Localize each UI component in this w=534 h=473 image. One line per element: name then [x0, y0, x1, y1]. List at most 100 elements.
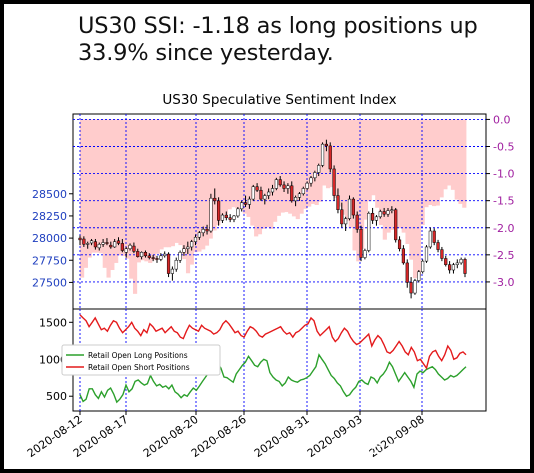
candle [328, 142, 332, 173]
candle-body [89, 240, 94, 244]
candle-body [359, 228, 363, 258]
candles-group [78, 139, 467, 299]
candle [159, 253, 163, 262]
candle-body [259, 189, 263, 200]
candle-body [344, 218, 348, 225]
candle [255, 183, 259, 192]
legend-box [61, 344, 221, 376]
ssi-bar [223, 119, 228, 215]
candle-body [120, 243, 124, 251]
candle [228, 214, 232, 223]
candle-body [440, 249, 444, 259]
candle-body [101, 242, 105, 245]
ssi-bar [238, 119, 244, 209]
candle [143, 250, 148, 258]
candle-body [463, 259, 467, 274]
candle-body [113, 241, 117, 248]
candle-body [78, 237, 82, 241]
candle-body [270, 188, 275, 193]
left-tick-label: 28500 [32, 188, 67, 201]
ssi-bar [299, 119, 304, 214]
candle [290, 181, 294, 203]
candle [421, 259, 425, 274]
right-tick-label: -2.0 [493, 222, 514, 235]
candle-body [193, 236, 198, 242]
candle-body [247, 198, 251, 205]
candle [317, 163, 321, 177]
candle [197, 231, 201, 240]
candle [82, 236, 86, 247]
ssi-bar [450, 119, 456, 190]
ssi-bar [322, 119, 327, 186]
candle [274, 177, 278, 191]
candle-body [159, 255, 163, 260]
candle-body [182, 248, 186, 253]
candle-body [170, 268, 174, 274]
candle-body [224, 214, 228, 218]
candle-body [220, 214, 225, 221]
right-tick-label: -3.0 [493, 276, 514, 289]
candle-body [382, 211, 386, 215]
candle [174, 257, 178, 272]
candle-body [263, 195, 267, 200]
candle-body [240, 202, 244, 210]
candle [259, 186, 263, 201]
candle [243, 195, 248, 208]
ssi-bar [363, 119, 368, 220]
candle [424, 245, 429, 263]
candle [336, 188, 340, 214]
candle-body [320, 143, 325, 166]
candle-body [428, 230, 432, 248]
candle [386, 207, 390, 217]
ssi-bar [337, 119, 342, 207]
ssi-bar [428, 119, 433, 205]
candle [251, 184, 255, 201]
candle [351, 197, 355, 219]
candle-body [401, 248, 405, 264]
candle [340, 202, 344, 228]
candle [282, 181, 286, 192]
candle [166, 252, 171, 278]
candle [301, 186, 305, 196]
candle-body [355, 214, 359, 230]
candle-body [201, 228, 205, 234]
ssi-bar [269, 119, 274, 229]
candle [405, 259, 409, 288]
ssi-bar [235, 119, 240, 209]
ssi-bar [295, 119, 300, 220]
candle [417, 270, 421, 283]
candle [113, 238, 117, 248]
left-tick-label: 1500 [39, 316, 67, 329]
candle-body [228, 217, 232, 220]
scale-icon: ⚖ [370, 442, 383, 458]
candle-body [347, 198, 352, 219]
candle-body [309, 177, 313, 184]
candle [240, 200, 244, 212]
ssi-bar [325, 119, 331, 189]
candle-body [282, 184, 286, 189]
candle [236, 207, 240, 218]
candle-body [174, 260, 178, 270]
ssi-bar [114, 119, 119, 263]
candle-body [236, 208, 240, 217]
candle [270, 184, 275, 196]
ssi-bar [170, 119, 175, 247]
candle [286, 183, 290, 194]
candle [97, 242, 101, 251]
candle [355, 211, 359, 233]
candle [178, 250, 182, 263]
ssi-bar [80, 119, 85, 278]
ssi-bar [87, 119, 92, 258]
candle [124, 246, 128, 258]
candle-body [116, 240, 121, 244]
candle [436, 239, 440, 253]
candle-body [390, 209, 394, 211]
candle [247, 196, 251, 209]
ssi-bar [110, 119, 115, 270]
ssi-bar [197, 119, 202, 252]
candle [344, 216, 348, 231]
candle-body [413, 280, 417, 294]
ssi-bar [189, 119, 194, 265]
ssi-bar [344, 119, 350, 221]
legend-label: Retail Open Long Positions [88, 351, 188, 360]
